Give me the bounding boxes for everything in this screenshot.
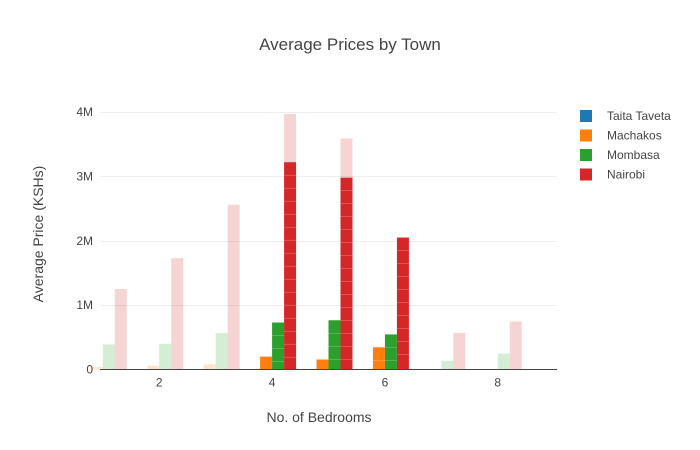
bar-unselected-portion[interactable] [284, 113, 297, 163]
legend-swatch [580, 110, 592, 122]
y-tick-label: 0 [86, 363, 93, 377]
x-tick-label: 6 [382, 376, 389, 390]
legend-swatch [580, 149, 592, 161]
legend-label: Nairobi [607, 168, 645, 182]
y-tick-label: 3M [76, 169, 93, 183]
x-tick-label: 2 [156, 376, 163, 390]
bar[interactable] [171, 258, 184, 370]
legend-swatch [580, 129, 592, 142]
legend[interactable]: Taita Taveta Machakos Mombasa Nairobi [580, 109, 671, 182]
chart-title: Average Prices by Town [259, 35, 441, 54]
y-tick-label: 1M [76, 298, 93, 312]
gridlines [100, 112, 557, 306]
y-tick-labels: 0 1M 2M 3M 4M [76, 105, 93, 377]
bar[interactable] [147, 365, 160, 370]
bar[interactable] [328, 320, 341, 370]
y-axis-title: Average Price (KSHs) [30, 166, 46, 303]
bar[interactable] [227, 204, 240, 370]
x-tick-label: 4 [269, 376, 276, 390]
legend-item[interactable]: Mombasa [580, 148, 660, 162]
bar[interactable] [497, 353, 510, 370]
bar[interactable] [215, 333, 228, 370]
bar[interactable] [260, 356, 273, 370]
legend-label: Mombasa [607, 148, 660, 162]
bar-unselected-portion[interactable] [340, 138, 353, 178]
legend-item[interactable]: Machakos [580, 129, 662, 143]
legend-label: Machakos [607, 129, 662, 143]
bar[interactable] [90, 366, 103, 370]
bars[interactable] [90, 113, 522, 370]
legend-swatch [580, 168, 592, 181]
legend-item[interactable]: Nairobi [580, 168, 645, 182]
bar[interactable] [509, 321, 522, 370]
x-axis-title: No. of Bedrooms [266, 409, 371, 425]
bar[interactable] [284, 162, 297, 370]
bar[interactable] [372, 347, 385, 370]
bar[interactable] [384, 334, 397, 370]
bar[interactable] [453, 332, 466, 370]
bar[interactable] [203, 364, 216, 370]
bar[interactable] [102, 344, 115, 370]
x-tick-labels: 2 4 6 8 [156, 376, 502, 390]
bar[interactable] [340, 177, 353, 370]
legend-item[interactable]: Taita Taveta [580, 109, 671, 123]
bar[interactable] [396, 237, 409, 370]
bar[interactable] [114, 289, 127, 370]
bar[interactable] [159, 343, 172, 370]
y-tick-label: 2M [76, 234, 93, 248]
bar[interactable] [441, 360, 454, 370]
legend-label: Taita Taveta [607, 109, 671, 123]
y-tick-label: 4M [76, 105, 93, 119]
x-tick-label: 8 [494, 376, 501, 390]
bar[interactable] [272, 322, 285, 370]
bar[interactable] [316, 359, 329, 370]
